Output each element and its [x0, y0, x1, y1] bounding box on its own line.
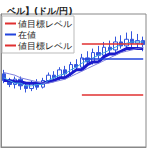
svg-text:値目標レベル: 値目標レベル	[18, 41, 72, 51]
svg-text:在値: 在値	[18, 30, 36, 40]
svg-text:値目標レベル: 値目標レベル	[18, 19, 72, 29]
svg-text:ベル】(ドル/円): ベル】(ドル/円)	[6, 6, 73, 16]
